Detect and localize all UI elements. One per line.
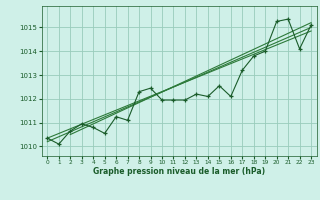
X-axis label: Graphe pression niveau de la mer (hPa): Graphe pression niveau de la mer (hPa) [93, 167, 265, 176]
